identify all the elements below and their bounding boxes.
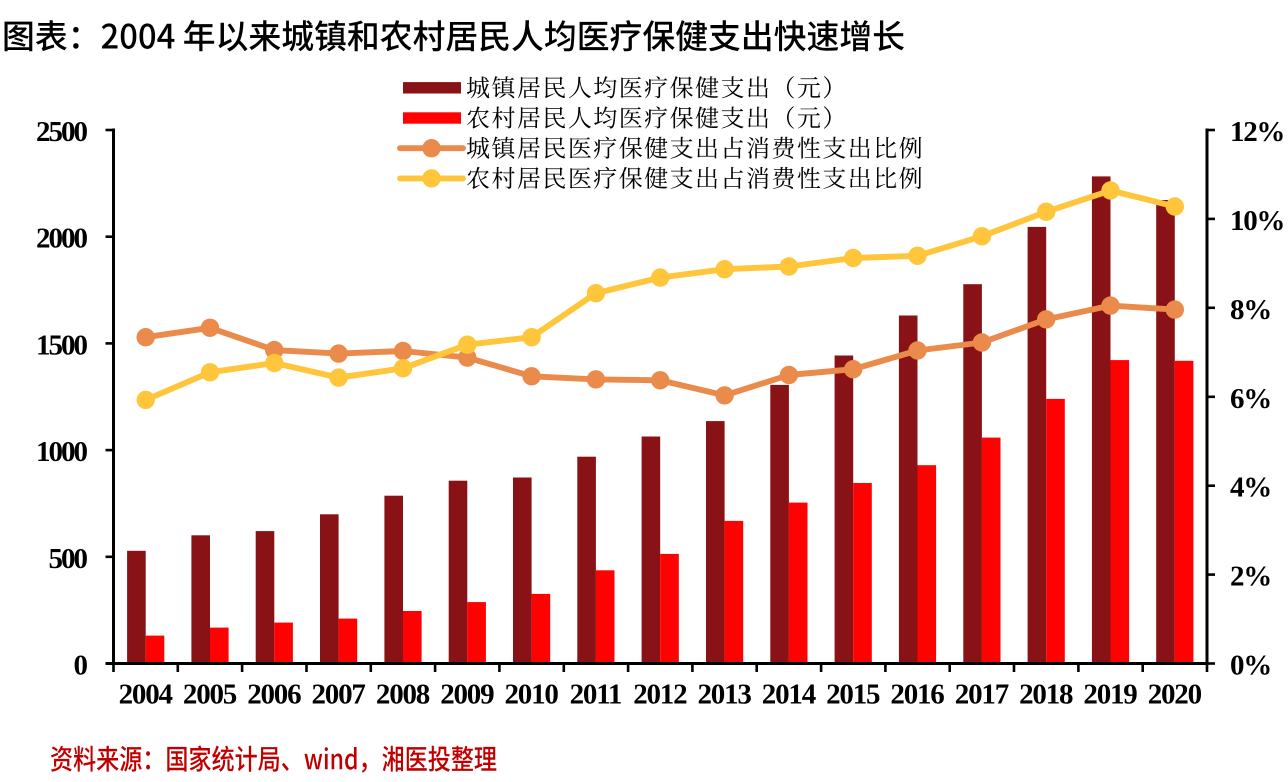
svg-text:2016: 2016 xyxy=(890,678,944,710)
svg-text:2500: 2500 xyxy=(36,116,88,148)
svg-text:2017: 2017 xyxy=(955,678,1009,710)
svg-text:0: 0 xyxy=(74,650,88,682)
svg-text:2008: 2008 xyxy=(376,678,430,710)
svg-text:2015: 2015 xyxy=(826,678,880,710)
svg-text:2011: 2011 xyxy=(570,678,622,710)
svg-text:2012: 2012 xyxy=(633,678,687,710)
svg-text:1000: 1000 xyxy=(36,436,88,468)
svg-text:2014: 2014 xyxy=(762,678,816,710)
svg-text:2010: 2010 xyxy=(504,678,558,710)
svg-text:2006: 2006 xyxy=(247,678,301,710)
svg-text:1500: 1500 xyxy=(36,329,88,361)
svg-text:12%: 12% xyxy=(1230,116,1284,148)
svg-text:2020: 2020 xyxy=(1148,678,1202,710)
svg-text:2%: 2% xyxy=(1230,561,1271,593)
svg-text:0%: 0% xyxy=(1230,650,1271,682)
svg-text:500: 500 xyxy=(49,543,88,575)
svg-text:4%: 4% xyxy=(1230,472,1271,504)
svg-text:6%: 6% xyxy=(1230,383,1271,415)
svg-text:2005: 2005 xyxy=(183,678,237,710)
svg-text:2019: 2019 xyxy=(1083,678,1137,710)
svg-text:2007: 2007 xyxy=(311,678,365,710)
svg-text:8%: 8% xyxy=(1230,294,1271,326)
svg-text:2018: 2018 xyxy=(1019,678,1073,710)
svg-text:2000: 2000 xyxy=(36,223,88,255)
svg-text:2013: 2013 xyxy=(697,678,751,710)
svg-text:2009: 2009 xyxy=(440,678,494,710)
svg-text:2004: 2004 xyxy=(119,678,173,710)
svg-text:10%: 10% xyxy=(1230,205,1284,237)
